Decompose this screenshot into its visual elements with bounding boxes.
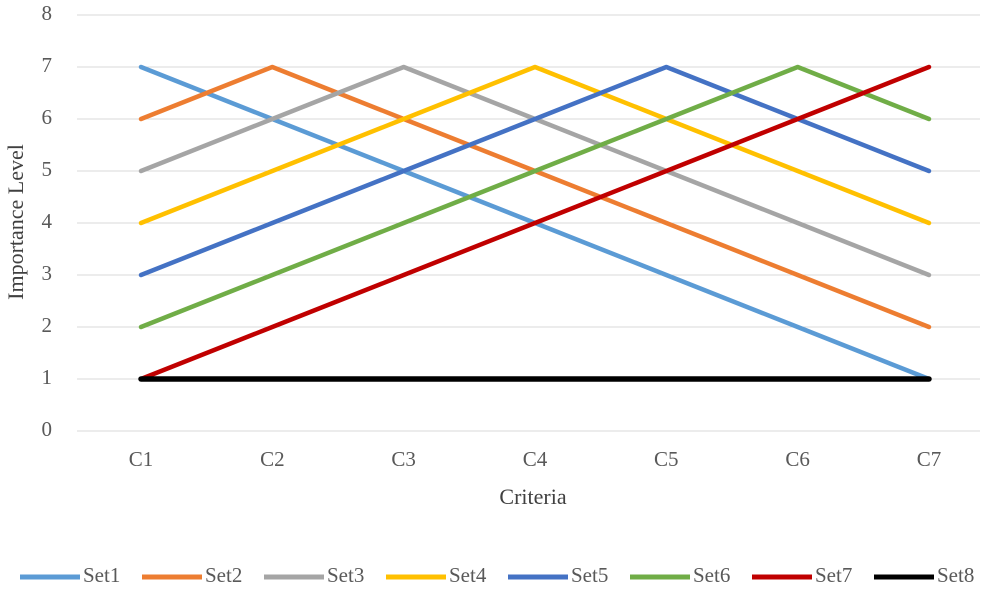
gridlines — [77, 14, 980, 432]
legend-label: Set7 — [815, 563, 852, 587]
x-tick-label: C1 — [129, 447, 154, 471]
y-tick-label: 2 — [42, 313, 53, 337]
y-axis-title: Importance Level — [3, 144, 28, 300]
series-lines — [138, 64, 932, 382]
legend-label: Set5 — [571, 563, 608, 587]
y-tick-label: 3 — [42, 261, 53, 285]
series-line-set6 — [138, 64, 932, 330]
legend: Set1 Set2 Set3 Set4 Set5 Set6 Set7 Set8 — [20, 563, 974, 587]
legend-label: Set1 — [83, 563, 120, 587]
x-tick-label: C3 — [391, 447, 416, 471]
y-tick-label: 1 — [42, 365, 53, 389]
y-tick-label: 7 — [42, 53, 53, 77]
legend-label: Set2 — [205, 563, 242, 587]
series-line-set7 — [138, 64, 932, 382]
y-tick-label: 5 — [42, 157, 53, 181]
x-tick-label: C6 — [785, 447, 810, 471]
x-tick-label: C7 — [917, 447, 942, 471]
y-tick-label: 4 — [42, 209, 53, 233]
x-tick-label: C5 — [654, 447, 679, 471]
y-tick-label: 6 — [42, 105, 53, 129]
series-line-set2 — [138, 64, 932, 330]
legend-label: Set8 — [937, 563, 974, 587]
y-axis-ticks: 0 1 2 3 4 5 6 7 8 — [42, 1, 53, 441]
x-tick-label: C4 — [523, 447, 548, 471]
legend-label: Set6 — [693, 563, 730, 587]
legend-label: Set4 — [449, 563, 487, 587]
x-axis-ticks: C1 C2 C3 C4 C5 C6 C7 — [129, 447, 941, 471]
legend-label: Set3 — [327, 563, 364, 587]
x-axis-title: Criteria — [499, 484, 566, 509]
y-tick-label: 0 — [42, 417, 53, 441]
x-tick-label: C2 — [260, 447, 285, 471]
y-tick-label: 8 — [42, 1, 53, 25]
series-line-set4 — [138, 64, 932, 226]
